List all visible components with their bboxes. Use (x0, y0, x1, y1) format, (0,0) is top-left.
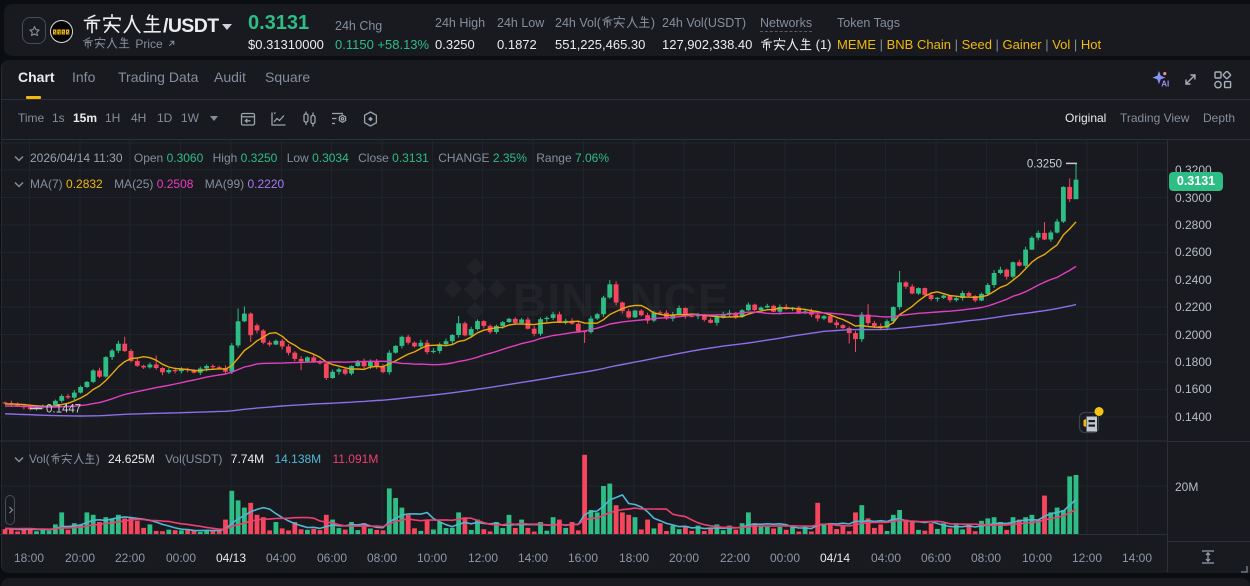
svg-text:AI: AI (1161, 80, 1169, 89)
svg-text:0.1447: 0.1447 (46, 404, 81, 416)
svg-text:0.3250: 0.3250 (1027, 159, 1062, 171)
